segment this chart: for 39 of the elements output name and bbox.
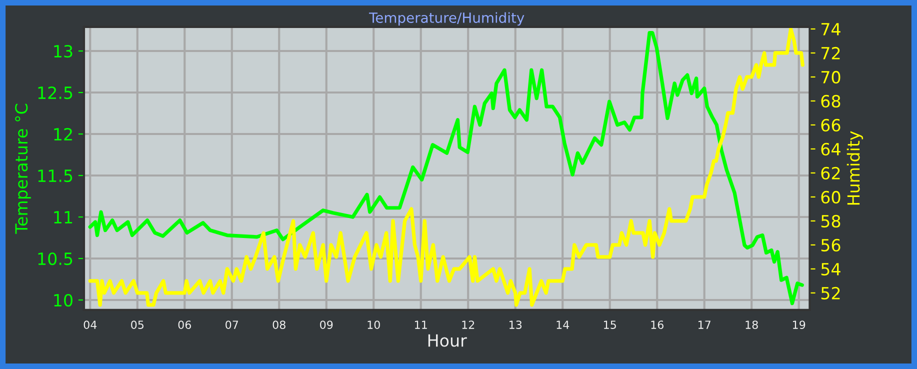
y2-tick-label: 58 [821, 214, 840, 228]
x-tick-label: 17 [698, 320, 710, 329]
y-tick-label: 10.5 [38, 252, 72, 266]
y2-tick-label: 54 [821, 263, 840, 276]
y-tick-label: 12.5 [38, 86, 72, 100]
x-tick-label: 06 [178, 320, 192, 329]
y-tick-label: 11.5 [38, 170, 72, 182]
y2-tick-label: 56 [821, 238, 840, 252]
x-tick-label: 18 [746, 320, 758, 329]
x-tick-label: 04 [84, 320, 97, 329]
y2-tick-label: 70 [821, 70, 840, 84]
y2-axis-title: Humidity [846, 131, 864, 205]
y2-tick-label: 72 [821, 46, 840, 60]
y-tick-label: 13 [54, 44, 72, 58]
y-tick-label: 12 [54, 128, 72, 140]
chart-title: Temperature/Humidity [369, 12, 524, 26]
x-tick-label: 13 [510, 320, 522, 329]
y2-tick-label: 66 [821, 118, 840, 132]
x-tick-label: 10 [368, 320, 380, 329]
x-tick-label: 15 [604, 320, 616, 329]
x-tick-label: 09 [320, 320, 333, 329]
y2-tick-label: 60 [821, 190, 840, 204]
x-tick-label: 08 [272, 320, 286, 329]
x-axis-title: Hour [428, 334, 467, 347]
x-tick-label: 11 [415, 320, 427, 329]
y2-tick-label: 62 [821, 166, 840, 180]
y-axis-title: Temperature °C [15, 104, 31, 234]
x-tick-label: 19 [792, 320, 806, 329]
x-tick-label: 14 [556, 320, 570, 329]
y2-tick-label: 52 [821, 286, 840, 300]
y-tick-label: 11 [54, 211, 72, 224]
x-tick-label: 12 [462, 320, 474, 329]
x-tick-label: 05 [131, 320, 144, 329]
y2-tick-label: 74 [821, 23, 840, 36]
y2-tick-label: 64 [821, 142, 840, 156]
y-tick-label: 10 [54, 294, 72, 307]
x-tick-label: 07 [226, 320, 238, 329]
y2-tick-label: 68 [821, 94, 840, 108]
x-tick-label: 16 [651, 320, 664, 329]
